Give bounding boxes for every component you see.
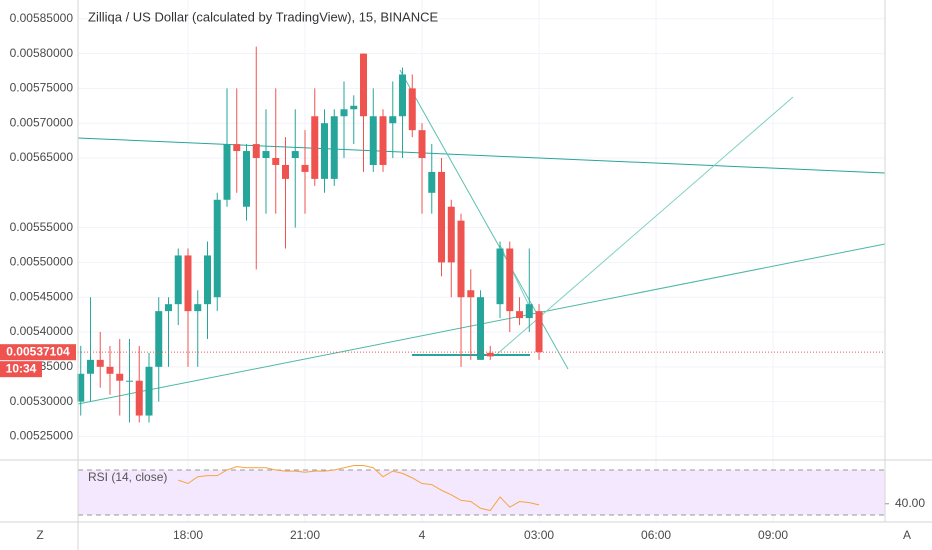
candle-body [457,220,465,298]
candle-body [155,311,163,367]
candle-body [272,158,280,165]
candle-body [535,311,543,353]
y-tick-label: 0.00580000 [10,46,74,60]
candle-body [301,164,309,172]
candle-body [223,144,231,200]
candle-body [340,109,348,117]
button[interactable]: A [903,528,911,542]
x-tick-label: 21:00 [290,528,320,542]
price-tag [0,344,76,361]
candle-body [408,88,416,131]
candle-body [369,116,377,165]
candle-body [174,255,182,305]
candle-body [262,151,270,159]
candle-body [213,199,221,298]
candle-body [96,359,104,367]
candle-body [467,290,475,298]
candle-body [116,373,124,381]
candle-body [125,380,133,382]
candle-body [486,352,494,357]
price-tag-label: 0.00537104 [6,344,70,358]
candle-body [379,116,387,165]
trend-line [77,137,886,174]
candle-body [164,304,172,312]
y-tick-label: 0.00555000 [10,220,74,234]
rsi-band-fill [78,470,885,515]
candle-body [77,373,85,402]
candle-body [360,53,368,117]
y-tick-label: 0.00550000 [10,255,74,269]
candle-body [330,116,338,179]
trend-line [495,96,794,356]
y-tick-label: 0.00565000 [10,150,74,164]
candle-body [428,171,436,193]
x-tick-label: 06:00 [641,528,671,542]
candle-body [86,359,94,374]
candle-body [321,123,329,179]
candle-body [399,74,407,117]
countdown-tag [0,361,42,378]
marks [77,46,885,516]
candle-body [525,304,533,319]
y-tick-label: 0.00585000 [10,11,74,25]
x-tick-label: 09:00 [758,528,788,542]
candle-body [496,248,504,305]
candle-body [438,171,446,263]
candle-body [418,130,426,159]
y-tick-label: 40.00 [895,496,925,510]
candle-body [477,297,485,360]
candle-body [311,116,319,179]
y-tick-label: 0.00530000 [10,394,74,408]
candle-body [447,206,455,263]
button[interactable]: Z [36,528,43,542]
y-tick-label: 0.00540000 [10,324,74,338]
candle-body [194,304,202,312]
candle-body [516,311,524,319]
y-tick-label: 0.00525000 [10,429,74,443]
candle-body [282,164,290,179]
candle-body [135,380,143,416]
x-tick-label: 4 [419,528,426,542]
candle-body [506,248,514,312]
candle-body [106,366,114,374]
x-tick-label: 03:00 [524,528,554,542]
chart-title: Zilliqa / US Dollar (calculated by Tradi… [88,9,439,24]
candle-body [252,144,260,159]
candle-body [389,116,397,124]
y-tick-label: 0.00575000 [10,81,74,95]
trend-line [499,244,533,313]
countdown-label: 10:34 [6,361,37,375]
candle-body [203,255,211,305]
candle-body [242,151,250,207]
candle-body [145,366,153,416]
rsi-title: RSI (14, close) [88,470,167,484]
candle-body [291,151,299,159]
candle-body [233,144,241,152]
rsi-line [178,464,540,512]
y-tick-label: 0.00545000 [10,289,74,303]
x-tick-label: 18:00 [173,528,203,542]
y-tick-label: 0.00570000 [10,115,74,129]
candle-body [184,255,192,312]
candle-body [350,105,358,110]
